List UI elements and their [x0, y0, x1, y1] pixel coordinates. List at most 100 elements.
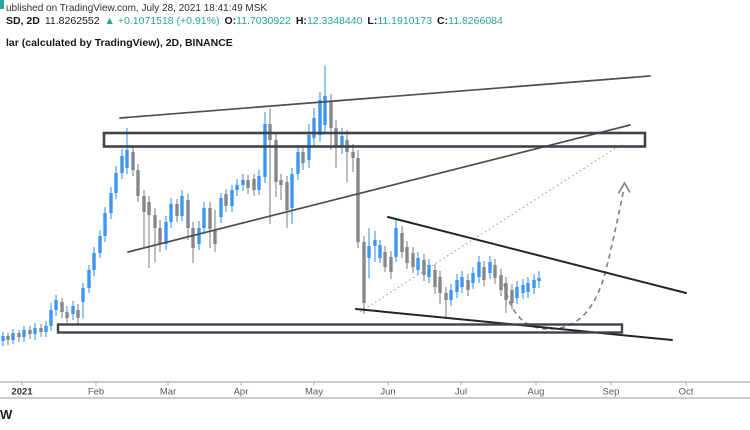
- candle-up: [416, 252, 420, 275]
- candle-body: [22, 330, 26, 337]
- candle-body: [263, 124, 267, 177]
- candle-up: [71, 301, 75, 320]
- candle-up: [1, 332, 5, 346]
- candle-down: [510, 284, 514, 309]
- candle-up: [87, 265, 91, 293]
- candle-down: [60, 298, 64, 318]
- candle-body: [438, 277, 442, 293]
- candle-body: [532, 280, 536, 288]
- candle-body: [158, 228, 162, 244]
- candle-down: [383, 246, 387, 272]
- candle-body: [340, 136, 344, 146]
- candle-up: [125, 128, 129, 174]
- high-value: 12.3348440: [306, 15, 363, 27]
- candle-up: [49, 303, 53, 331]
- candle-up: [471, 267, 475, 289]
- candle-body: [246, 180, 250, 188]
- x-axis-label: Oct: [679, 387, 694, 398]
- dashed-projection-curve: [503, 187, 625, 330]
- price-change: +0.1071518 (+0.91%): [117, 15, 220, 27]
- candle-down: [28, 326, 32, 339]
- candle-body: [39, 328, 43, 332]
- candle-body: [180, 196, 184, 216]
- candle-down: [329, 94, 333, 150]
- candle-down: [131, 146, 135, 176]
- candle-body: [169, 204, 173, 222]
- candle-body: [213, 229, 217, 244]
- candle-down: [351, 144, 355, 172]
- candle-down: [224, 189, 228, 212]
- candle-up: [290, 168, 294, 224]
- candle-down: [153, 208, 157, 262]
- candle-body: [389, 257, 393, 272]
- candle-body: [285, 182, 289, 210]
- candle-body: [383, 252, 387, 267]
- candle-body: [153, 215, 157, 228]
- candle-up: [477, 256, 481, 283]
- candle-body: [219, 198, 223, 217]
- candle-down: [65, 306, 69, 323]
- low-label: L:: [367, 15, 378, 27]
- candle-up: [296, 145, 300, 180]
- candle-body: [427, 265, 431, 277]
- candle-down: [158, 220, 162, 252]
- candle-body: [49, 310, 53, 326]
- candle-up: [526, 277, 530, 298]
- close-value: 11.8266084: [448, 15, 503, 27]
- candle-body: [191, 228, 195, 248]
- candle-up: [532, 274, 536, 294]
- candle-body: [120, 156, 124, 173]
- candle-up: [455, 274, 459, 298]
- candle-up: [460, 271, 464, 293]
- candle-up: [515, 281, 519, 304]
- candle-body: [202, 208, 206, 228]
- candle-body: [54, 300, 58, 310]
- dotted-projection-line: [359, 143, 623, 313]
- candle-down: [76, 304, 80, 324]
- trendline-megaphone-upper: [119, 75, 651, 119]
- candle-body: [356, 158, 360, 242]
- candle-body: [109, 193, 113, 213]
- candle-body: [411, 253, 415, 267]
- candle-body: [28, 330, 32, 334]
- candle-body: [394, 228, 398, 257]
- x-axis-label: Jun: [380, 387, 395, 398]
- candle-body: [504, 283, 508, 300]
- candle-body: [471, 273, 475, 283]
- candle-down: [252, 174, 256, 196]
- candle-body: [466, 280, 470, 290]
- candle-body: [477, 262, 481, 277]
- candle-up: [449, 284, 453, 306]
- trendline-rising-wedge-support: [127, 124, 631, 253]
- candle-down: [438, 271, 442, 304]
- candle-body: [422, 260, 426, 275]
- candle-body: [1, 336, 5, 341]
- candle-down: [175, 199, 179, 222]
- candle-body: [367, 246, 371, 258]
- candle-down: [191, 222, 195, 263]
- candle-up: [120, 149, 124, 179]
- x-axis-label: Mar: [160, 387, 176, 398]
- candle-body: [103, 213, 107, 236]
- candle-body: [60, 302, 64, 312]
- candle-up: [241, 174, 245, 191]
- candle-down: [136, 164, 140, 202]
- candle-body: [17, 333, 21, 337]
- candle-body: [499, 275, 503, 290]
- arrow-head-icon: [617, 181, 631, 194]
- candle-up: [394, 219, 398, 262]
- candle-body: [87, 270, 91, 288]
- candle-up: [22, 326, 26, 342]
- candle-up: [488, 256, 492, 279]
- candle-body: [252, 179, 256, 190]
- candle-up: [92, 247, 96, 276]
- candle-body: [290, 174, 294, 208]
- candle-body: [76, 310, 80, 318]
- candle-body: [230, 190, 234, 206]
- candle-body: [460, 277, 464, 287]
- candle-body: [329, 102, 333, 128]
- candle-body: [296, 152, 300, 174]
- candle-up: [98, 230, 102, 258]
- candle-down: [142, 190, 146, 248]
